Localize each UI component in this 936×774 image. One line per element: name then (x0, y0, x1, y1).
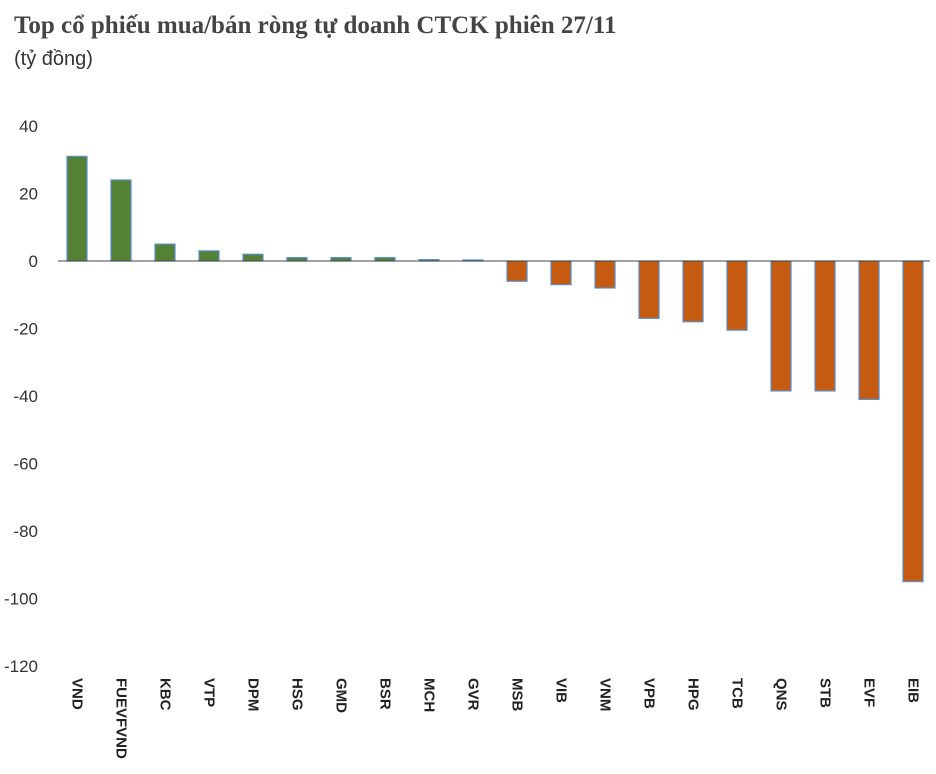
bar-eib (902, 260, 924, 583)
bar-kbc (154, 243, 176, 262)
bar-gmd (330, 257, 352, 262)
x-category-label: HSG (289, 678, 306, 711)
bar-dpm (242, 253, 264, 262)
x-category-label: MCH (421, 678, 438, 712)
y-tick-label: -80 (13, 522, 38, 541)
x-category-label: STB (817, 678, 834, 708)
x-category-label: BSR (377, 678, 394, 710)
x-category-label: VNM (597, 678, 614, 711)
x-category-label: HPG (685, 678, 702, 711)
x-category-label: FUEVFVND (113, 678, 130, 759)
y-tick-label: 0 (29, 252, 38, 271)
x-category-label: VTP (201, 678, 218, 707)
y-axis: 40 20 0 -20 -40 -60 -80 -100 -120 (4, 117, 38, 676)
bar-vpb (638, 260, 660, 319)
bar-vtp (198, 250, 220, 262)
bar-vnd (66, 155, 88, 262)
y-tick-label: -100 (4, 590, 38, 609)
bar-vib (550, 260, 572, 286)
bar-msb (506, 260, 528, 282)
x-category-label: VIB (553, 678, 570, 703)
chart-subtitle: (tỷ đồng) (14, 48, 93, 70)
bar-vnm (594, 260, 616, 289)
x-category-label: QNS (773, 678, 790, 711)
bar-stb (814, 260, 836, 392)
bar-bsr (374, 257, 396, 262)
x-axis-labels: VND FUEVFVND KBC VTP DPM HSG GMD BSR MCH GVR MSB VI… (69, 678, 922, 759)
bar-evf (858, 260, 880, 400)
x-category-label: KBC (157, 678, 174, 711)
y-tick-label: 40 (19, 117, 38, 136)
chart-title: Top cổ phiếu mua/bán ròng tự doanh CTCK … (14, 12, 617, 39)
x-category-label: EVF (861, 678, 878, 707)
x-category-label: VPB (641, 678, 658, 709)
bar-qns (770, 260, 792, 392)
y-tick-label: 20 (19, 185, 38, 204)
x-category-label: VND (69, 678, 86, 710)
bar-tcb (726, 260, 748, 331)
y-tick-label: -40 (13, 387, 38, 406)
x-category-label: GMD (333, 678, 350, 713)
x-category-label: TCB (729, 678, 746, 709)
y-tick-label: -120 (4, 657, 38, 676)
x-category-label: EIB (905, 678, 922, 703)
x-category-label: MSB (509, 678, 526, 712)
y-tick-label: -20 (13, 320, 38, 339)
y-tick-label: -60 (13, 455, 38, 474)
bar-fuevfvnd (110, 179, 132, 262)
bars-group (66, 155, 924, 583)
bar-hsg (286, 257, 308, 262)
bar-hpg (682, 260, 704, 323)
x-category-label: DPM (245, 678, 262, 711)
x-category-label: GVR (465, 678, 482, 711)
